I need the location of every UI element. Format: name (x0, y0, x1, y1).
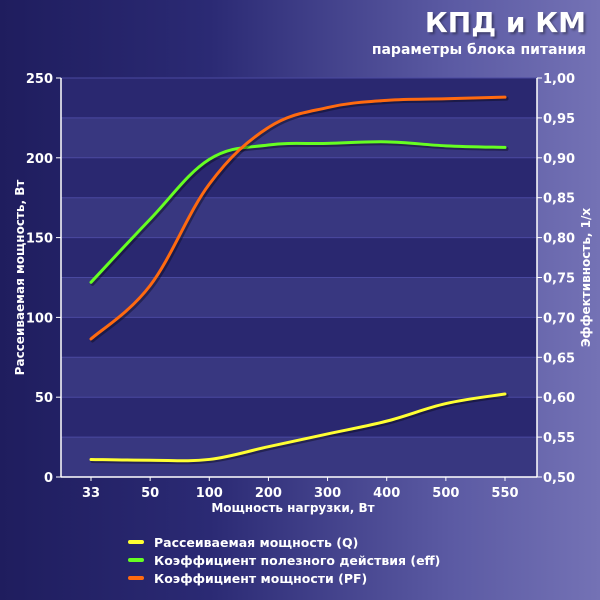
grid-band (61, 117, 537, 158)
x-tick-label: 33 (82, 486, 100, 501)
series-line-q (89, 392, 507, 463)
right-tick-label: 0,70 (543, 311, 575, 326)
right-tick-label: 0,85 (543, 192, 575, 207)
chart-subtitle: параметры блока питания (371, 42, 586, 58)
right-tick-label: 0,55 (543, 431, 575, 446)
right-tick-label: 0,75 (543, 272, 575, 287)
chart-title: КПД и КМ (424, 6, 586, 39)
left-tick-label: 250 (26, 72, 53, 87)
legend: Рассеиваемая мощность (Q) Коэффициент по… (128, 533, 440, 587)
right-tick-label: 0,60 (543, 391, 575, 406)
legend-swatch-q (128, 540, 144, 544)
left-tick-label: 0 (44, 471, 53, 486)
x-tick-label: 200 (255, 486, 282, 501)
legend-swatch-eff (128, 558, 144, 562)
x-tick-label: 50 (141, 486, 159, 501)
grid-band (61, 277, 537, 318)
series-line-eff (89, 140, 507, 284)
right-tick-label: 0,95 (543, 112, 575, 127)
right-tick-label: 0,80 (543, 232, 575, 247)
right-tick-label: 0,65 (543, 351, 575, 366)
legend-item-pf: Коэффициент мощности (PF) (128, 569, 440, 587)
x-tick-label: 100 (196, 486, 223, 501)
legend-item-q: Рассеиваемая мощность (Q) (128, 533, 440, 551)
grid-band (61, 437, 537, 477)
x-tick-label: 400 (373, 486, 400, 501)
legend-label-pf: Коэффициент мощности (PF) (154, 570, 368, 586)
x-tick-label: 500 (432, 486, 459, 501)
right-tick-label: 0,50 (543, 471, 575, 486)
left-axis-label: Рассеиваемая мощность, Вт (13, 180, 27, 376)
series-line-pf-shadow (90, 96, 509, 343)
right-tick-label: 1,00 (543, 72, 575, 87)
legend-swatch-pf (128, 576, 144, 580)
right-tick-label: 0,90 (543, 152, 575, 167)
legend-label-q: Рассеиваемая мощность (Q) (154, 534, 359, 550)
grid-band (61, 357, 537, 398)
left-tick-label: 150 (26, 232, 53, 247)
legend-item-eff: Коэффициент полезного действия (eff) (128, 551, 440, 569)
left-tick-label: 100 (26, 311, 53, 326)
x-tick-label: 550 (491, 486, 518, 501)
grid-band (61, 197, 537, 238)
series-line-pf (89, 95, 507, 341)
right-axis-label: Эффективность, 1/x (579, 208, 593, 348)
left-tick-label: 200 (26, 152, 53, 167)
left-tick-label: 50 (35, 391, 53, 406)
x-axis-label: Мощность нагрузки, Вт (211, 501, 374, 515)
x-tick-label: 300 (314, 486, 341, 501)
legend-label-eff: Коэффициент полезного действия (eff) (154, 552, 441, 568)
